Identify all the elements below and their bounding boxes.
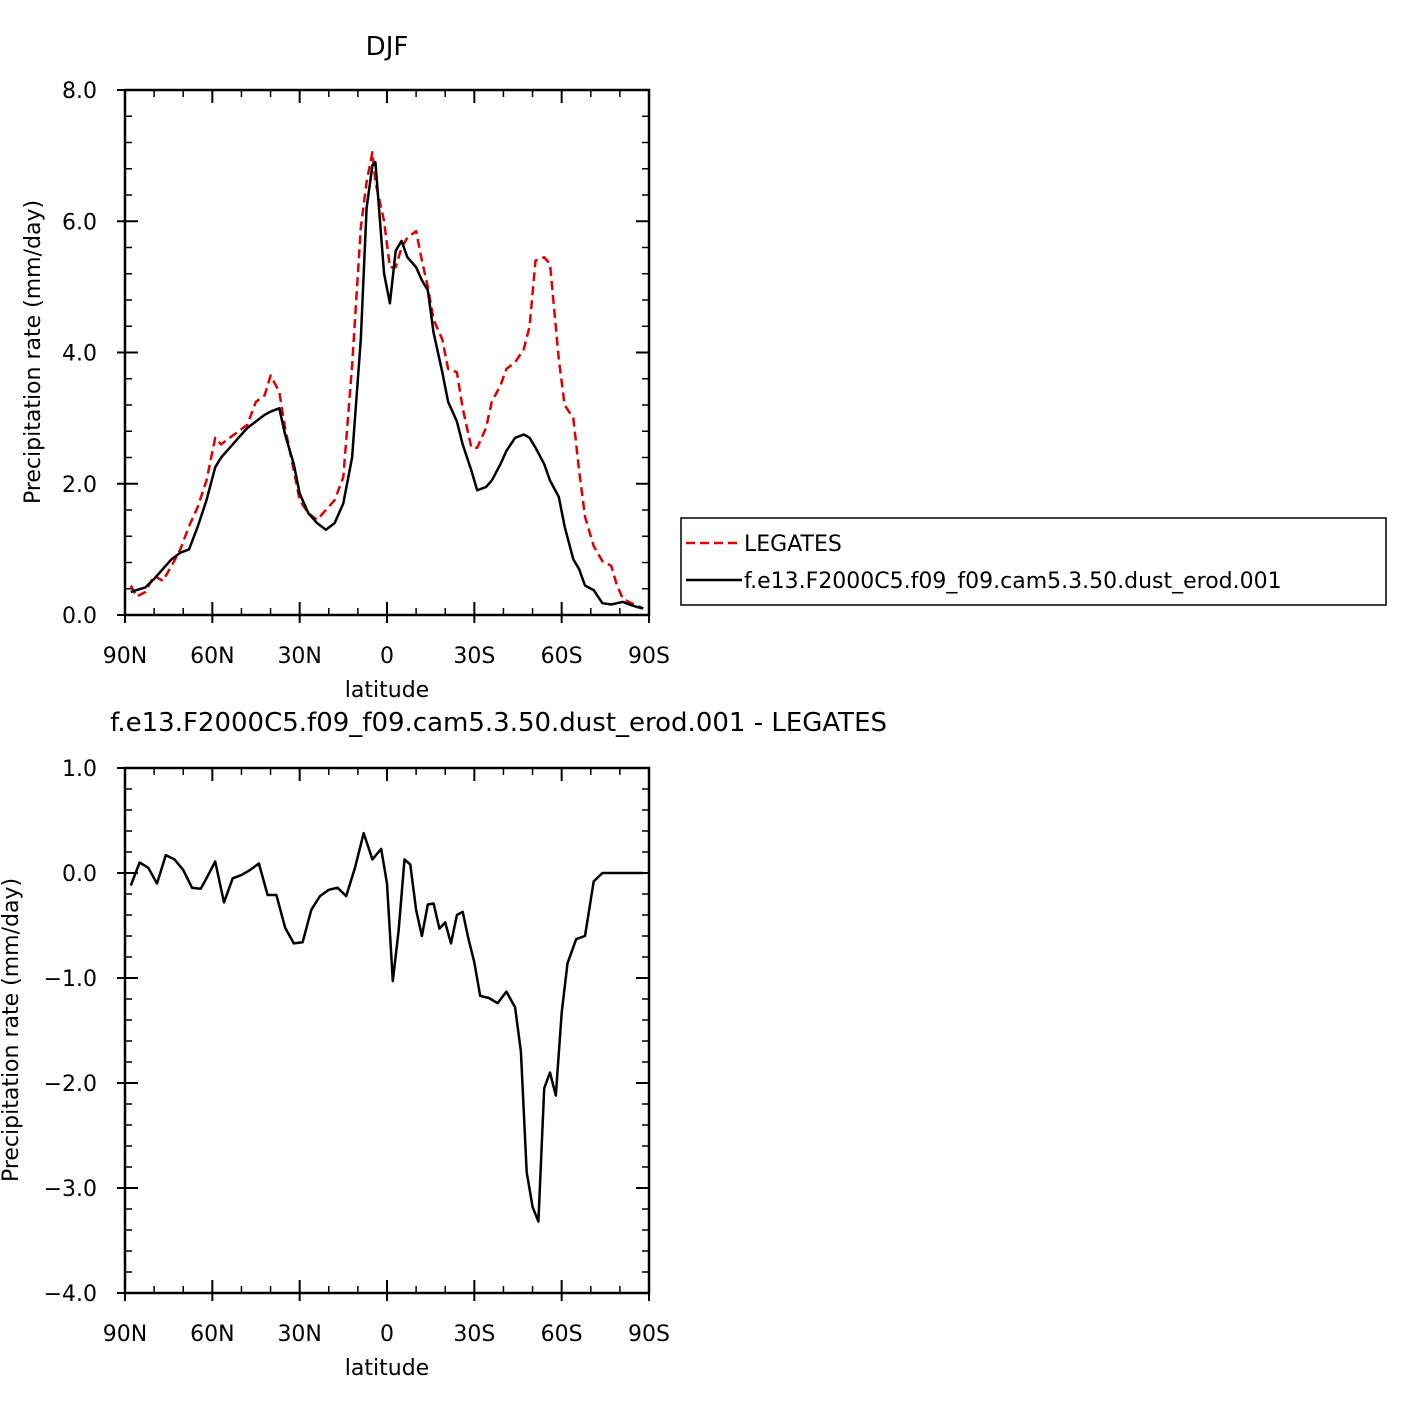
chart-bottom-plot-frame: [123, 766, 651, 1295]
x-tick-label: 30S: [453, 644, 495, 669]
y-tick-label: 0.0: [62, 862, 97, 887]
chart-bottom-panel: f.e13.F2000C5.f09_f09.cam5.3.50.dust_ero…: [0, 708, 887, 1381]
x-tick-label: 90S: [628, 1322, 670, 1347]
y-tick-label: −2.0: [44, 1072, 97, 1097]
series-line-model: [130, 160, 644, 610]
x-tick-label: 0: [380, 1322, 394, 1347]
y-tick-label: 1.0: [62, 757, 97, 782]
chart-bottom-series: [129, 831, 644, 1223]
x-tick-label: 90S: [628, 644, 670, 669]
chart-top-y-axis-label: Precipitation rate (mm/day): [21, 200, 46, 504]
chart-bottom-x-axis-label: latitude: [345, 1356, 429, 1381]
x-tick-label: 90N: [103, 1322, 147, 1347]
chart-top-panel: DJF 90N 60N 30N 0 30S 60S 90S 0.02.04.06.08.0 …: [21, 32, 670, 703]
x-tick-label: 60N: [190, 1322, 234, 1347]
series-line-legates: [129, 151, 644, 610]
y-tick-label: −4.0: [44, 1282, 97, 1307]
chart-bottom-title: f.e13.F2000C5.f09_f09.cam5.3.50.dust_ero…: [110, 708, 887, 738]
chart-top-plot-frame: [123, 88, 651, 617]
y-tick-label: −3.0: [44, 1177, 97, 1202]
y-tick-label: 2.0: [62, 473, 97, 498]
chart-top-x-tick-labels: 90N 60N 30N 0 30S 60S 90S: [103, 644, 670, 669]
chart-top-series: [129, 151, 644, 610]
x-tick-label: 60S: [541, 1322, 583, 1347]
x-tick-label: 60N: [190, 644, 234, 669]
chart-top-x-axis-label: latitude: [345, 678, 429, 703]
chart-bottom-x-tick-labels: 90N 60N 30N 0 30S 60S 90S: [103, 1322, 670, 1347]
legend-label-legates: LEGATES: [744, 532, 842, 557]
chart-top-y-tick-labels: 0.0 2.0 4.0 6.0 8.0: [62, 79, 97, 629]
legend: LEGATES f.e13.F2000C5.f09_f09.cam5.3.50.…: [680, 517, 1387, 606]
series-line-difference: [129, 831, 644, 1223]
legend-label-model: f.e13.F2000C5.f09_f09.cam5.3.50.dust_ero…: [744, 569, 1282, 594]
chart-bottom-ticks: [117, 767, 650, 1301]
y-tick-label: 0.0: [62, 604, 97, 629]
x-tick-label: 30N: [277, 644, 321, 669]
chart-top-title: DJF: [366, 32, 409, 62]
legend-frame: [680, 517, 1387, 606]
x-tick-label: 30S: [453, 1322, 495, 1347]
x-tick-label: 90N: [103, 644, 147, 669]
y-tick-label: −1.0: [44, 967, 97, 992]
x-tick-label: 30N: [277, 1322, 321, 1347]
y-tick-label: 8.0: [62, 79, 97, 104]
y-tick-label: 6.0: [62, 210, 97, 235]
y-tick-label: 4.0: [62, 342, 97, 367]
x-tick-label: 60S: [541, 644, 583, 669]
x-tick-label: 0: [380, 644, 394, 669]
chart-bottom-y-axis-label: Precipitation rate (mm/day): [0, 878, 24, 1182]
chart-bottom-y-tick-labels: −4.0 −3.0 −2.0 −1.0 0.0 1.0: [44, 757, 97, 1307]
